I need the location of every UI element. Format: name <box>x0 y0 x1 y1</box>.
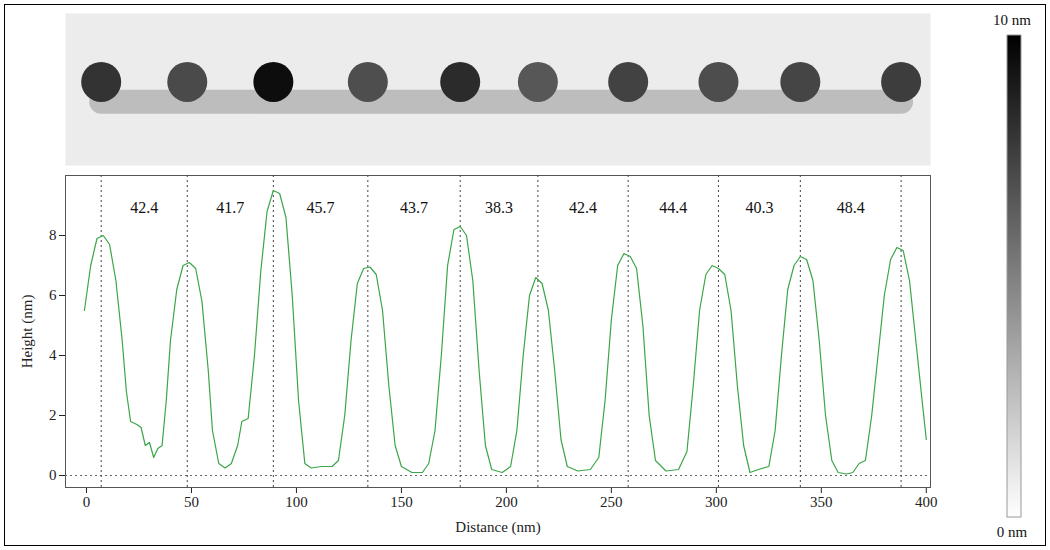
svg-text:4: 4 <box>49 347 57 363</box>
svg-text:Distance (nm): Distance (nm) <box>455 519 540 536</box>
svg-text:50: 50 <box>184 494 199 510</box>
svg-text:0: 0 <box>83 494 91 510</box>
svg-text:Height (nm): Height (nm) <box>19 295 36 369</box>
svg-text:0 nm: 0 nm <box>997 524 1028 540</box>
svg-text:43.7: 43.7 <box>400 199 428 216</box>
svg-text:44.4: 44.4 <box>659 199 687 216</box>
svg-text:400: 400 <box>915 494 938 510</box>
svg-text:300: 300 <box>705 494 728 510</box>
svg-text:10 nm: 10 nm <box>993 12 1031 28</box>
svg-text:42.4: 42.4 <box>130 199 158 216</box>
svg-text:100: 100 <box>285 494 308 510</box>
svg-text:6: 6 <box>49 287 57 303</box>
svg-text:45.7: 45.7 <box>307 199 335 216</box>
svg-text:40.3: 40.3 <box>745 199 773 216</box>
svg-text:41.7: 41.7 <box>216 199 244 216</box>
svg-text:150: 150 <box>390 494 413 510</box>
svg-text:350: 350 <box>810 494 833 510</box>
svg-text:38.3: 38.3 <box>485 199 513 216</box>
svg-text:200: 200 <box>495 494 518 510</box>
svg-text:42.4: 42.4 <box>569 199 597 216</box>
svg-text:8: 8 <box>49 227 57 243</box>
svg-text:2: 2 <box>49 407 57 423</box>
svg-text:250: 250 <box>600 494 623 510</box>
svg-text:48.4: 48.4 <box>837 199 865 216</box>
svg-text:0: 0 <box>49 467 57 483</box>
